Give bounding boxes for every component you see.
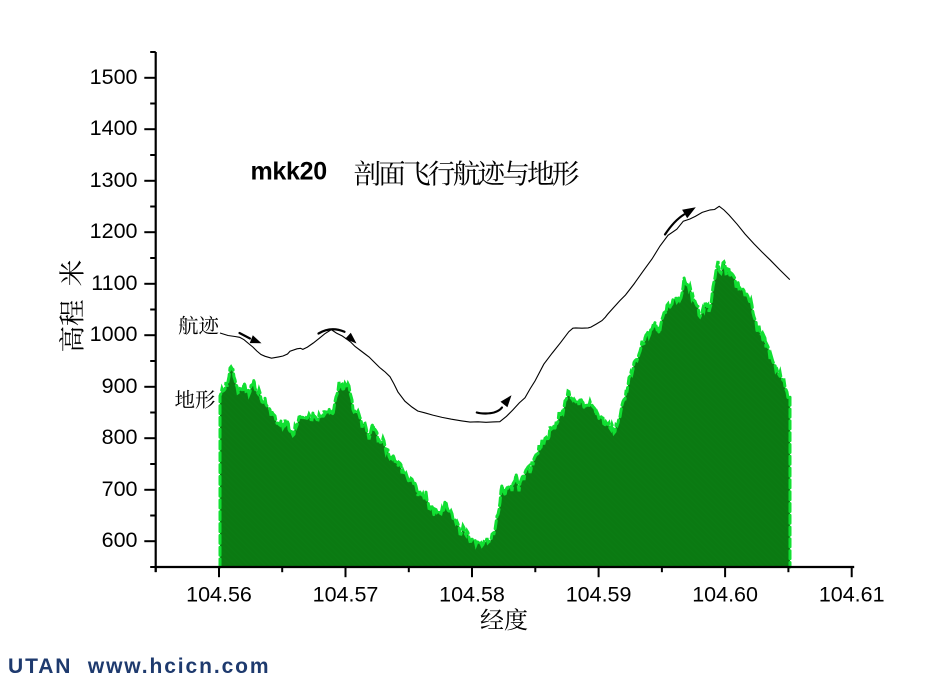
svg-text:104.60: 104.60 <box>692 582 758 606</box>
svg-text:mkk20: mkk20 <box>251 158 327 186</box>
svg-text:1200: 1200 <box>90 219 138 243</box>
svg-text:900: 900 <box>102 374 138 398</box>
svg-text:104.57: 104.57 <box>313 582 379 606</box>
svg-text:104.59: 104.59 <box>566 582 632 606</box>
svg-text:1400: 1400 <box>90 116 138 140</box>
svg-text:600: 600 <box>102 528 138 552</box>
svg-text:104.56: 104.56 <box>186 582 252 606</box>
svg-text:1000: 1000 <box>90 322 138 346</box>
svg-text:1100: 1100 <box>91 271 137 295</box>
svg-text:UTAN www.hcicn.com: UTAN www.hcicn.com <box>8 655 270 678</box>
svg-text:700: 700 <box>102 477 138 501</box>
svg-text:1500: 1500 <box>90 65 138 89</box>
svg-text:800: 800 <box>102 425 138 449</box>
svg-text:1300: 1300 <box>90 168 138 192</box>
svg-text:104.61: 104.61 <box>819 582 885 606</box>
svg-text:104.58: 104.58 <box>439 582 505 606</box>
